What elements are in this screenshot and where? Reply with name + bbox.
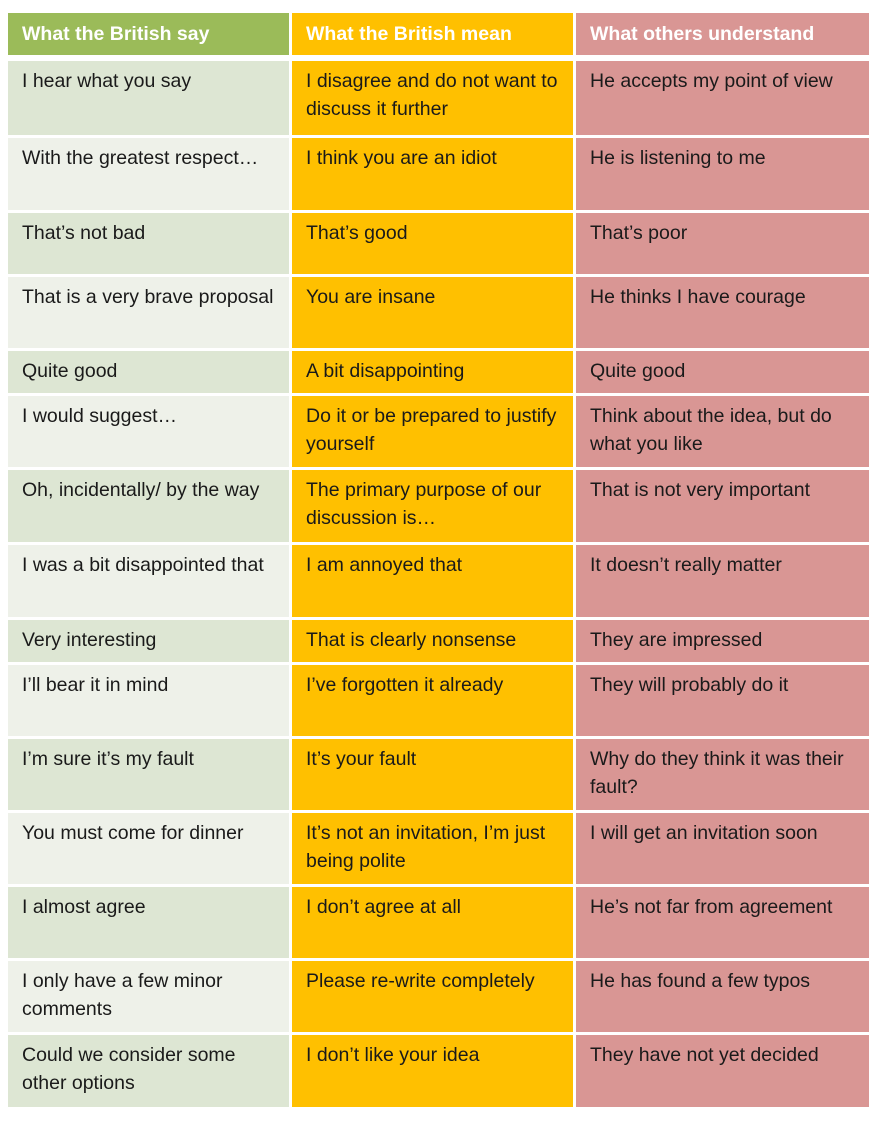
- cell-others-understand: He’s not far from agreement: [576, 887, 869, 958]
- table-row: I was a bit disappointed that I am annoye…: [8, 545, 869, 617]
- cell-british-mean: I’ve forgotten it already: [292, 665, 573, 736]
- cell-british-mean: I don’t agree at all: [292, 887, 573, 958]
- cell-british-say: I’ll bear it in mind: [8, 665, 289, 736]
- cell-british-say: I only have a few minor comments: [8, 961, 289, 1032]
- cell-british-mean: I think you are an idiot: [292, 138, 573, 210]
- cell-british-say: You must come for dinner: [8, 813, 289, 884]
- cell-others-understand: It doesn’t really matter: [576, 545, 869, 617]
- cell-others-understand: Why do they think it was their fault?: [576, 739, 869, 810]
- table-row: I only have a few minor comments Please r…: [8, 961, 869, 1032]
- cell-british-say: That is a very brave proposal: [8, 277, 289, 348]
- cell-british-mean: That’s good: [292, 213, 573, 274]
- cell-others-understand: He accepts my point of view: [576, 61, 869, 135]
- cell-others-understand: That’s poor: [576, 213, 869, 274]
- cell-british-say: With the greatest respect…: [8, 138, 289, 210]
- cell-british-say: Very interesting: [8, 620, 289, 662]
- cell-british-say: That’s not bad: [8, 213, 289, 274]
- cell-british-say: Quite good: [8, 351, 289, 393]
- cell-british-mean: The primary purpose of our discussion is…: [292, 470, 573, 542]
- cell-british-mean: Do it or be prepared to justify yourself: [292, 396, 573, 467]
- cell-others-understand: They will probably do it: [576, 665, 869, 736]
- cell-british-mean: It’s your fault: [292, 739, 573, 810]
- table-row: Very interesting That is clearly nonsense…: [8, 620, 869, 662]
- cell-others-understand: That is not very important: [576, 470, 869, 542]
- table-row: With the greatest respect… I think you ar…: [8, 138, 869, 210]
- cell-british-say: I was a bit disappointed that: [8, 545, 289, 617]
- cell-others-understand: He has found a few typos: [576, 961, 869, 1032]
- cell-british-say: I almost agree: [8, 887, 289, 958]
- cell-british-mean: Please re-write completely: [292, 961, 573, 1032]
- cell-british-mean: I disagree and do not want to discuss it…: [292, 61, 573, 135]
- cell-british-mean: It’s not an invitation, I’m just being p…: [292, 813, 573, 884]
- cell-british-say: Could we consider some other options: [8, 1035, 289, 1107]
- header-what-others-understand: What others understand: [576, 13, 869, 55]
- british-phrases-table: What the British say What the British me…: [8, 13, 869, 1110]
- cell-others-understand: Quite good: [576, 351, 869, 393]
- table-row: Could we consider some other options I do…: [8, 1035, 869, 1107]
- cell-british-mean: You are insane: [292, 277, 573, 348]
- cell-others-understand: They are impressed: [576, 620, 869, 662]
- table-row: I’m sure it’s my fault It’s your fault Why…: [8, 739, 869, 810]
- table-row: Oh, incidentally/ by the way The primary …: [8, 470, 869, 542]
- cell-british-mean: That is clearly nonsense: [292, 620, 573, 662]
- cell-british-say: I hear what you say: [8, 61, 289, 135]
- cell-british-mean: I am annoyed that: [292, 545, 573, 617]
- table-body: I hear what you say I disagree and do not…: [8, 61, 869, 1107]
- cell-others-understand: They have not yet decided: [576, 1035, 869, 1107]
- cell-others-understand: He thinks I have courage: [576, 277, 869, 348]
- table-row: I almost agree I don’t agree at all He’s n…: [8, 887, 869, 958]
- cell-british-mean: I don’t like your idea: [292, 1035, 573, 1107]
- table-row: I hear what you say I disagree and do not…: [8, 61, 869, 135]
- table-row: That’s not bad That’s good That’s poor: [8, 213, 869, 274]
- header-what-british-mean: What the British mean: [292, 13, 573, 55]
- cell-british-mean: A bit disappointing: [292, 351, 573, 393]
- cell-others-understand: He is listening to me: [576, 138, 869, 210]
- table-row: Quite good A bit disappointing Quite good: [8, 351, 869, 393]
- table-row: You must come for dinner It’s not an invi…: [8, 813, 869, 884]
- table-header-row: What the British say What the British me…: [8, 13, 869, 55]
- cell-others-understand: Think about the idea, but do what you li…: [576, 396, 869, 467]
- table-row: That is a very brave proposal You are ins…: [8, 277, 869, 348]
- header-what-british-say: What the British say: [8, 13, 289, 55]
- table-row: I would suggest… Do it or be prepared to …: [8, 396, 869, 467]
- table-row: I’ll bear it in mind I’ve forgotten it al…: [8, 665, 869, 736]
- cell-british-say: I’m sure it’s my fault: [8, 739, 289, 810]
- cell-others-understand: I will get an invitation soon: [576, 813, 869, 884]
- cell-british-say: I would suggest…: [8, 396, 289, 467]
- cell-british-say: Oh, incidentally/ by the way: [8, 470, 289, 542]
